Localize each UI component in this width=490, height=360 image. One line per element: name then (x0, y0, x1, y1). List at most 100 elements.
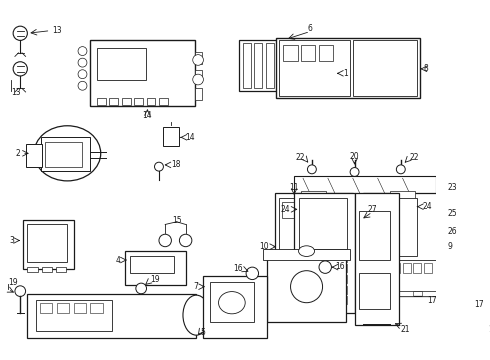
Bar (210, 282, 254, 322)
Bar (147, 98, 155, 105)
Bar (41, 137, 90, 171)
Bar (323, 43, 331, 87)
Bar (381, 263, 389, 273)
Bar (364, 193, 441, 296)
Text: 18: 18 (172, 161, 181, 170)
Bar (370, 263, 379, 273)
Bar (27, 294, 196, 338)
Bar (372, 291, 389, 296)
Bar (293, 263, 300, 273)
Bar (294, 193, 355, 313)
Bar (274, 193, 353, 296)
Bar (277, 43, 285, 87)
Text: 22: 22 (410, 153, 419, 162)
Text: 7: 7 (193, 282, 198, 291)
Polygon shape (294, 176, 437, 233)
Bar (422, 291, 438, 296)
Text: 4: 4 (116, 256, 121, 265)
Bar (74, 303, 86, 313)
Circle shape (458, 305, 472, 319)
Bar (195, 70, 202, 82)
Bar (413, 263, 421, 273)
Ellipse shape (34, 126, 101, 181)
Circle shape (437, 210, 446, 218)
Bar (279, 260, 348, 291)
Bar (368, 198, 417, 256)
Text: 24: 24 (281, 205, 291, 214)
Bar (403, 263, 411, 273)
Bar (312, 43, 320, 87)
Bar (239, 40, 344, 91)
Circle shape (246, 267, 259, 280)
Text: 6: 6 (308, 24, 313, 33)
Text: 22: 22 (295, 153, 305, 162)
Bar (301, 191, 326, 198)
Bar (282, 202, 297, 218)
Circle shape (319, 261, 331, 273)
Circle shape (13, 62, 27, 76)
Bar (42, 267, 52, 273)
Bar (289, 43, 297, 87)
Circle shape (307, 165, 317, 174)
Text: 16: 16 (335, 262, 344, 271)
Bar (25, 144, 42, 167)
Text: 24: 24 (422, 202, 432, 211)
Text: 2: 2 (16, 149, 20, 158)
Text: 20: 20 (350, 152, 359, 161)
Bar (109, 98, 118, 105)
Bar (359, 211, 390, 260)
Bar (333, 291, 349, 296)
Bar (243, 43, 250, 87)
Ellipse shape (406, 203, 417, 210)
Bar (303, 263, 311, 273)
Circle shape (78, 58, 87, 67)
Ellipse shape (296, 208, 307, 215)
Bar (359, 273, 390, 309)
Bar (283, 291, 299, 296)
Bar (97, 48, 146, 80)
Bar (397, 291, 413, 296)
Text: 15: 15 (172, 216, 182, 225)
Text: 27: 27 (368, 205, 377, 214)
Bar (392, 263, 400, 273)
Bar (195, 87, 202, 100)
Bar (298, 265, 347, 273)
Bar (279, 40, 350, 95)
Circle shape (193, 55, 203, 65)
Circle shape (350, 167, 359, 176)
Bar (355, 193, 399, 325)
Bar (282, 263, 290, 273)
Bar (368, 260, 437, 291)
Bar (23, 220, 74, 269)
Bar (57, 303, 69, 313)
Bar (319, 45, 333, 61)
Bar (27, 224, 68, 262)
Bar (283, 45, 297, 61)
Circle shape (78, 81, 87, 90)
Bar (298, 286, 347, 294)
Text: 16: 16 (233, 264, 243, 273)
Ellipse shape (298, 246, 315, 256)
Circle shape (291, 271, 322, 303)
Bar (97, 98, 106, 105)
Bar (268, 256, 345, 322)
Circle shape (179, 234, 192, 247)
Bar (90, 40, 195, 106)
Bar (56, 267, 67, 273)
Circle shape (136, 283, 147, 294)
Bar (390, 191, 415, 198)
Bar (122, 98, 130, 105)
Bar (36, 300, 112, 331)
Ellipse shape (219, 292, 245, 314)
Bar (298, 297, 347, 305)
Text: 5: 5 (201, 328, 206, 337)
Text: 11: 11 (290, 183, 299, 192)
Bar (91, 303, 103, 313)
Text: 13: 13 (11, 88, 21, 97)
Text: 26: 26 (447, 227, 457, 236)
Bar (418, 231, 437, 242)
Bar (324, 263, 332, 273)
Bar (298, 198, 347, 249)
Circle shape (438, 228, 445, 235)
Text: 1: 1 (343, 69, 348, 78)
